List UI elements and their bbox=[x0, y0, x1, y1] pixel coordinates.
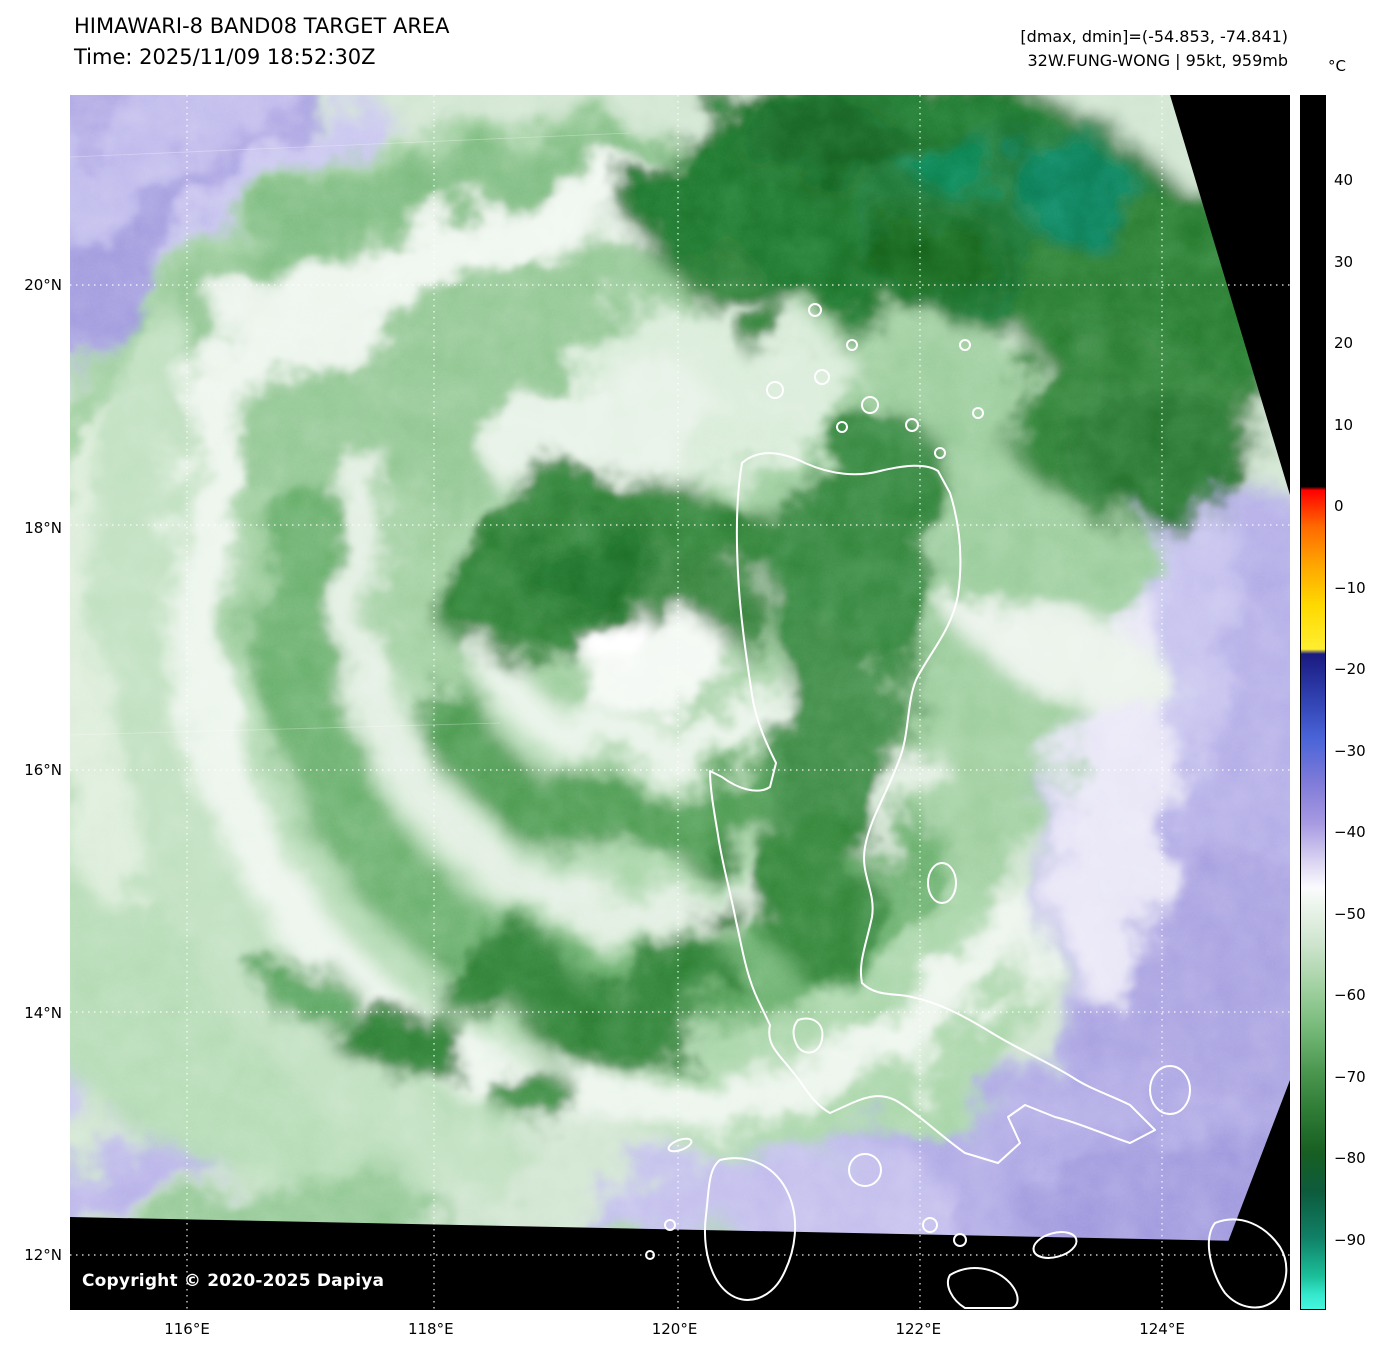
lon-tick-label: 120°E bbox=[651, 1320, 698, 1338]
colorbar-tick-label: 20 bbox=[1334, 334, 1354, 353]
lat-tick-label: 20°N bbox=[24, 276, 62, 294]
colorbar-tick-label: −10 bbox=[1334, 578, 1366, 597]
product-title: HIMAWARI-8 BAND08 TARGET AREA bbox=[74, 14, 450, 38]
colorbar-tick-label: 10 bbox=[1334, 415, 1354, 434]
product-time: Time: 2025/11/09 18:52:30Z bbox=[74, 45, 376, 69]
colorbar-tick-label: −30 bbox=[1334, 741, 1366, 760]
scan-artifact-lines bbox=[70, 132, 631, 736]
dmax-dmin-readout: [dmax, dmin]=(-54.853, -74.841) bbox=[1020, 27, 1288, 46]
colorbar-tick-label: −40 bbox=[1334, 823, 1366, 842]
colorbar bbox=[1300, 95, 1326, 1310]
cloud-grain bbox=[70, 95, 1290, 1310]
colorbar-tick-label: −60 bbox=[1334, 986, 1366, 1005]
storm-info: 32W.FUNG-WONG | 95kt, 959mb bbox=[1027, 51, 1288, 70]
satellite-map: Copyright © 2020-2025 Dapiya bbox=[70, 95, 1290, 1310]
lon-tick-label: 116°E bbox=[164, 1320, 210, 1338]
scan-edge-mask bbox=[70, 95, 1290, 1310]
lat-tick-label: 12°N bbox=[24, 1246, 62, 1264]
colorbar-tick-label: −70 bbox=[1334, 1067, 1366, 1086]
lat-tick-label: 18°N bbox=[24, 518, 62, 537]
colorbar-tick-label: −50 bbox=[1334, 904, 1366, 923]
lon-tick-label: 124°E bbox=[1139, 1320, 1185, 1338]
lon-tick-label: 122°E bbox=[895, 1320, 942, 1338]
colorbar-tick-label: −80 bbox=[1334, 1149, 1366, 1168]
colorbar-tick-label: −20 bbox=[1334, 660, 1366, 679]
copyright-text: Copyright © 2020-2025 Dapiya bbox=[82, 1271, 385, 1291]
graticule bbox=[70, 95, 1290, 1310]
lat-tick-label: 14°N bbox=[24, 1003, 62, 1022]
colorbar-unit-label: °C bbox=[1328, 57, 1346, 75]
lat-tick-label: 16°N bbox=[24, 761, 62, 779]
colorbar-tick-label: −90 bbox=[1334, 1231, 1366, 1250]
colorbar-tick-label: 30 bbox=[1334, 252, 1354, 271]
satellite-imagery bbox=[70, 95, 1290, 1310]
colorbar-tick-label: 0 bbox=[1334, 497, 1344, 516]
colorbar-tick-label: 40 bbox=[1334, 171, 1354, 189]
lon-tick-label: 118°E bbox=[407, 1320, 454, 1338]
coastline-philippines bbox=[645, 303, 1288, 1309]
